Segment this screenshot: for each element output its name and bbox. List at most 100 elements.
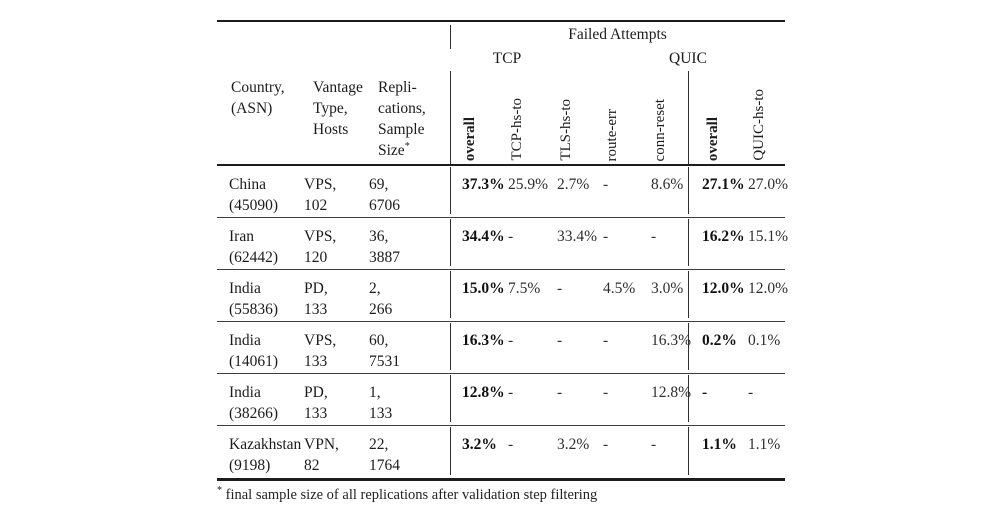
cell-vantage: PD, 133	[303, 374, 368, 424]
vertical-rule	[688, 271, 689, 318]
cell-tls-hs-to: 2.7%	[557, 176, 590, 193]
cell-replications: 1, 133	[368, 374, 450, 424]
vertical-rule	[450, 375, 451, 422]
hosts-count: 133	[304, 301, 328, 318]
country-asn: (14061)	[229, 353, 279, 370]
vertical-rule	[450, 167, 451, 214]
column-header-tls-hs-to: TLS-hs-to	[558, 99, 574, 161]
vertical-rule	[688, 427, 689, 475]
header-country-line2: (ASN)	[231, 100, 273, 117]
cell-quic-hs-to: 15.1%	[748, 228, 789, 245]
sample-size: 7531	[369, 353, 400, 370]
header-quic-group: QUIC	[669, 50, 707, 67]
replications-count: 69,	[369, 176, 389, 193]
cell-vantage: VPS, 133	[303, 322, 368, 372]
cell-replications: 69, 6706	[368, 166, 450, 216]
cell-country: India (55836)	[217, 270, 303, 320]
vertical-rule	[450, 219, 451, 266]
table-top-rule	[217, 20, 785, 22]
cell-quic-overall: 12.0%	[702, 280, 745, 297]
cell-tcp-hs-to: -	[508, 384, 514, 401]
cell-quic-hs-to: -	[748, 384, 754, 401]
vertical-rule	[450, 323, 451, 370]
header-bottom-rule	[217, 164, 785, 166]
column-header-conn-reset: conn-reset	[652, 98, 668, 161]
replications-count: 60,	[369, 332, 389, 349]
cell-tls-hs-to: -	[557, 332, 563, 349]
cell-tls-hs-to: 33.4%	[557, 228, 598, 245]
table-body: China (45090) VPS, 102 69, 6706 37.3% 25…	[217, 166, 789, 478]
header-country-line1: Country,	[231, 79, 285, 96]
table-row: Kazakhstan (9198) VPN, 82 22, 1764 3.2% …	[217, 426, 785, 478]
hosts-count: 133	[304, 353, 328, 370]
vertical-rule	[688, 167, 689, 214]
header-repl-line4: Size*	[378, 140, 410, 159]
vantage-type: VPS,	[304, 228, 337, 245]
cell-tcp-overall: 12.8%	[462, 384, 505, 401]
country-name: India	[229, 332, 261, 349]
cell-conn-reset: 16.3%	[651, 332, 692, 349]
vertical-rule	[688, 323, 689, 370]
cell-tcp-hs-to: -	[508, 228, 514, 245]
country-asn: (55836)	[229, 301, 279, 318]
country-name: India	[229, 280, 261, 297]
cell-route-err: -	[603, 384, 609, 401]
cell-quic-overall: 27.1%	[702, 176, 745, 193]
column-header-quic-hs-to: QUIC-hs-to	[751, 89, 767, 161]
cell-replications: 2, 266	[368, 270, 450, 320]
cell-tcp-overall: 15.0%	[462, 280, 505, 297]
column-header-vantage: Vantage Type, Hosts	[313, 77, 363, 140]
cell-tcp-overall: 16.3%	[462, 332, 505, 349]
sample-size-asterisk: *	[404, 140, 410, 152]
vertical-rule	[688, 71, 689, 164]
cell-tls-hs-to: -	[557, 280, 563, 297]
cell-route-err: -	[603, 332, 609, 349]
table-row: China (45090) VPS, 102 69, 6706 37.3% 25…	[217, 166, 789, 218]
cell-quic-overall: 16.2%	[702, 228, 745, 245]
sample-size: 133	[369, 405, 393, 422]
results-table: Failed Attempts TCP QUIC Country, (ASN) …	[217, 20, 789, 510]
cell-route-err: 4.5%	[603, 280, 636, 297]
vantage-type: PD,	[304, 384, 328, 401]
vantage-type: VPN,	[304, 436, 339, 453]
header-repl-line3: Sample	[378, 121, 425, 138]
table-header: Failed Attempts TCP QUIC Country, (ASN) …	[217, 20, 785, 166]
cell-tcp-overall: 3.2%	[462, 436, 497, 453]
cell-tcp-hs-to: -	[508, 332, 514, 349]
sample-size: 6706	[369, 197, 400, 214]
hosts-count: 133	[304, 405, 328, 422]
country-name: India	[229, 384, 261, 401]
table-bottom-rule	[217, 478, 785, 481]
country-name: Iran	[229, 228, 254, 245]
vertical-rule	[450, 71, 451, 164]
cell-tcp-hs-to: 7.5%	[508, 280, 541, 297]
replications-count: 1,	[369, 384, 381, 401]
table-row: India (38266) PD, 133 1, 133 12.8% - - -…	[217, 374, 785, 426]
cell-vantage: VPS, 120	[303, 218, 368, 268]
header-vantage-line3: Hosts	[313, 121, 349, 138]
header-repl-line1: Repli-	[378, 79, 417, 96]
column-header-replications: Repli- cations, Sample Size*	[378, 77, 426, 161]
cell-quic-hs-to: 1.1%	[748, 436, 781, 453]
cell-replications: 22, 1764	[368, 426, 450, 476]
cell-route-err: -	[603, 436, 609, 453]
cell-quic-overall: 1.1%	[702, 436, 737, 453]
cell-country: Kazakhstan (9198)	[217, 426, 303, 476]
hosts-count: 102	[304, 197, 328, 214]
cell-quic-hs-to: 27.0%	[748, 176, 789, 193]
cell-country: Iran (62442)	[217, 218, 303, 268]
cell-tcp-overall: 34.4%	[462, 228, 505, 245]
country-name: China	[229, 176, 267, 193]
table-row: Iran (62442) VPS, 120 36, 3887 34.4% - 3…	[217, 218, 789, 270]
header-tcp-group: TCP	[492, 50, 522, 67]
cell-tcp-overall: 37.3%	[462, 176, 505, 193]
vertical-rule	[450, 271, 451, 318]
cell-tcp-hs-to: 25.9%	[508, 176, 549, 193]
vertical-rule	[450, 427, 451, 475]
footnote-asterisk: *	[217, 485, 222, 497]
cell-conn-reset: 12.8%	[651, 384, 692, 401]
vertical-rule	[688, 219, 689, 266]
cell-replications: 60, 7531	[368, 322, 450, 372]
replications-count: 2,	[369, 280, 381, 297]
